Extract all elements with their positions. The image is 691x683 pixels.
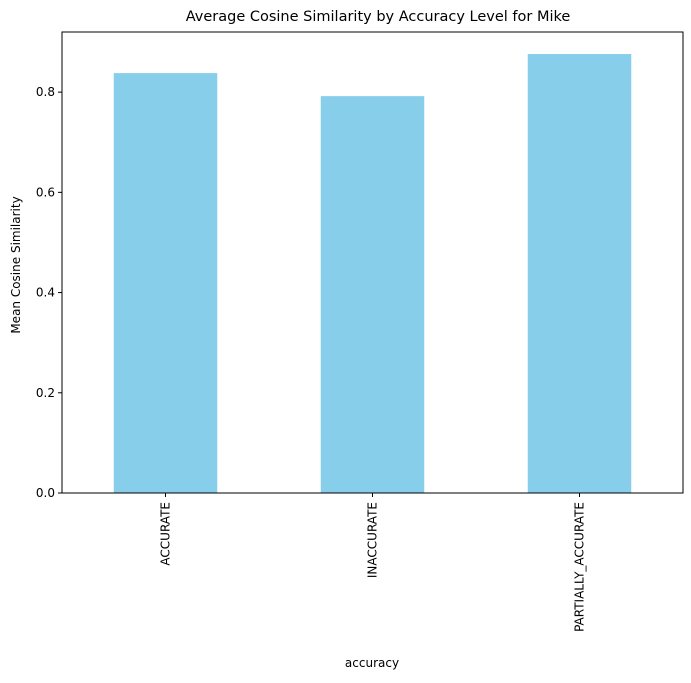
y-tick-label: 0.6 [36, 185, 55, 199]
x-axis: ACCURATE INACCURATE PARTIALLY_ACCURATE [159, 493, 587, 632]
bar-partially-accurate [527, 54, 632, 494]
x-axis-label: accuracy [345, 656, 399, 670]
x-tick-label: ACCURATE [159, 502, 173, 566]
y-axis-label: Mean Cosine Similarity [9, 196, 23, 333]
plot-frame [61, 31, 684, 494]
chart-title: Average Cosine Similarity by Accuracy Le… [186, 9, 571, 25]
y-tick-label: 0.2 [36, 386, 55, 400]
bars-group [113, 54, 632, 494]
bar-inaccurate [320, 96, 425, 493]
y-axis: 0.0 0.2 0.4 0.6 0.8 [36, 85, 62, 500]
y-tick-label: 0.4 [36, 286, 55, 300]
bar-accurate [113, 73, 218, 494]
y-tick-label: 0.0 [36, 486, 55, 500]
x-tick-label: PARTIALLY_ACCURATE [573, 502, 587, 632]
y-tick-label: 0.8 [36, 85, 55, 99]
x-tick-label: INACCURATE [366, 502, 380, 578]
